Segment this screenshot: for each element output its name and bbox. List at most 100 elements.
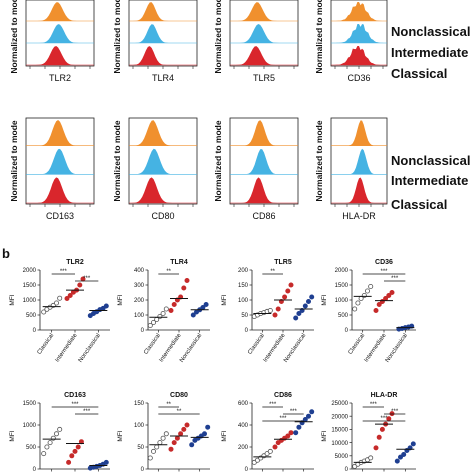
histogram-marker-label: HLA-DR <box>342 211 376 221</box>
scatter-ylabel: MFI <box>117 430 124 441</box>
data-point-intermediate <box>184 277 190 283</box>
y-tick-label: 500 <box>26 313 37 319</box>
y-tick-label: 20000 <box>331 414 348 420</box>
y-tick-label: 0 <box>33 328 37 334</box>
x-tick-label: Classical <box>348 333 367 356</box>
legend-top: Nonclassical Intermediate Classical <box>391 24 471 81</box>
y-tick-label: 100 <box>238 298 249 304</box>
data-point-intermediate <box>288 430 294 436</box>
significance-label: *** <box>290 409 298 415</box>
y-tick-label: 1500 <box>23 283 37 289</box>
histogram-marker-label: CD80 <box>151 211 174 221</box>
data-point-classical <box>368 283 374 289</box>
histogram-peak-intermediate <box>230 149 298 175</box>
data-point-intermediate <box>285 288 291 294</box>
histogram-peak-classical <box>26 46 94 65</box>
data-point-nonclassical <box>103 459 109 465</box>
data-point-intermediate <box>174 435 180 441</box>
y-tick-label: 500 <box>26 445 37 451</box>
data-point-classical <box>163 431 169 437</box>
data-point-intermediate <box>69 453 75 459</box>
histogram-peak-intermediate <box>129 24 197 43</box>
histogram-peak-intermediate <box>331 148 387 175</box>
scatter-ylabel: MFI <box>221 294 228 305</box>
data-point-intermediate <box>373 445 379 451</box>
data-point-nonclassical <box>296 424 302 430</box>
y-tick-label: 100 <box>134 423 145 429</box>
data-point-classical <box>57 426 63 432</box>
data-point-classical <box>157 440 163 446</box>
histogram-ylabel: Normalized to mode <box>9 0 19 74</box>
y-tick-label: 500 <box>338 313 349 319</box>
data-point-intermediate <box>168 307 174 313</box>
legend-intermediate-bottom: Intermediate <box>391 173 468 188</box>
scatter-ylabel: MFI <box>321 294 328 305</box>
data-point-nonclassical <box>201 431 207 437</box>
data-point-classical <box>57 295 63 301</box>
legend-classical-top: Classical <box>391 66 447 81</box>
data-point-nonclassical <box>410 441 416 447</box>
histogram-ylabel: Normalized to mode <box>9 120 19 202</box>
y-tick-label: 0 <box>141 328 145 334</box>
data-point-intermediate <box>77 282 83 288</box>
y-tick-label: 300 <box>134 283 145 289</box>
histogram-peak-intermediate <box>26 24 94 43</box>
legend-bottom: Nonclassical Intermediate Classical <box>391 153 471 212</box>
data-point-classical <box>267 307 273 313</box>
data-point-intermediate <box>376 301 382 307</box>
y-tick-label: 1000 <box>335 298 349 304</box>
data-point-nonclassical <box>189 442 195 448</box>
data-point-classical <box>267 448 273 454</box>
data-point-nonclassical <box>305 413 311 419</box>
histogram-peak-nonclassical <box>26 120 94 146</box>
data-point-intermediate <box>288 282 294 288</box>
histogram-peak-nonclassical <box>129 120 197 146</box>
x-tick-label: Nonclassical <box>78 333 102 364</box>
scatter-panel: 0100200300400TLR4MFIClassicalIntermediat… <box>117 259 210 364</box>
y-tick-label: 1500 <box>335 283 349 289</box>
histogram-panel: Normalized to mode CD80 <box>112 117 198 221</box>
data-point-intermediate <box>389 411 395 417</box>
y-tick-label: 200 <box>238 268 249 274</box>
scatter-title: CD36 <box>375 259 393 266</box>
data-point-classical <box>147 455 153 461</box>
data-point-intermediate <box>379 426 385 432</box>
histogram-panel: Normalized to mode TLR5 <box>213 0 299 83</box>
significance-label: *** <box>83 276 91 282</box>
histogram-peak-classical <box>26 177 94 203</box>
data-point-nonclassical <box>397 454 403 460</box>
data-point-intermediate <box>171 440 177 446</box>
x-tick-label: Intermediate <box>55 332 79 363</box>
scatter-title: HLA-DR <box>371 392 398 399</box>
data-point-intermediate <box>285 433 291 439</box>
histogram-frame <box>128 0 198 67</box>
scatter-panel: 050100150200TLR5MFIClassicalIntermediate… <box>221 259 315 364</box>
scatter-title: CD86 <box>274 392 292 399</box>
histogram-peak-classical <box>129 46 197 65</box>
data-point-intermediate <box>389 289 395 295</box>
data-point-nonclassical <box>103 303 109 309</box>
significance-label: *** <box>60 269 68 275</box>
histogram-panel: Normalized to mode TLR2 <box>9 0 95 83</box>
y-tick-label: 1000 <box>23 423 37 429</box>
data-point-classical <box>368 455 374 461</box>
y-tick-label: 0 <box>245 328 249 334</box>
histogram-peak-intermediate <box>230 24 298 43</box>
legend-classical-bottom: Classical <box>391 197 447 212</box>
data-point-nonclassical <box>309 409 315 415</box>
data-point-intermediate <box>181 285 187 291</box>
data-point-intermediate <box>171 301 177 307</box>
histogram-ylabel: Normalized to mode <box>213 0 223 74</box>
data-point-intermediate <box>75 444 81 450</box>
scatter-panel: 0 50 100 150 CD80 MFI ** ** <box>117 392 211 473</box>
data-point-classical <box>364 288 370 294</box>
x-tick-label: Intermediate <box>364 332 388 363</box>
data-point-intermediate <box>376 434 382 440</box>
data-point-nonclassical <box>293 430 299 436</box>
histogram-marker-label: TLR2 <box>49 73 71 83</box>
histogram-peak-nonclassical <box>230 120 298 146</box>
y-tick-label: 150 <box>134 401 145 407</box>
y-tick-label: 200 <box>134 298 145 304</box>
x-tick-label: Nonclassical <box>385 333 409 364</box>
